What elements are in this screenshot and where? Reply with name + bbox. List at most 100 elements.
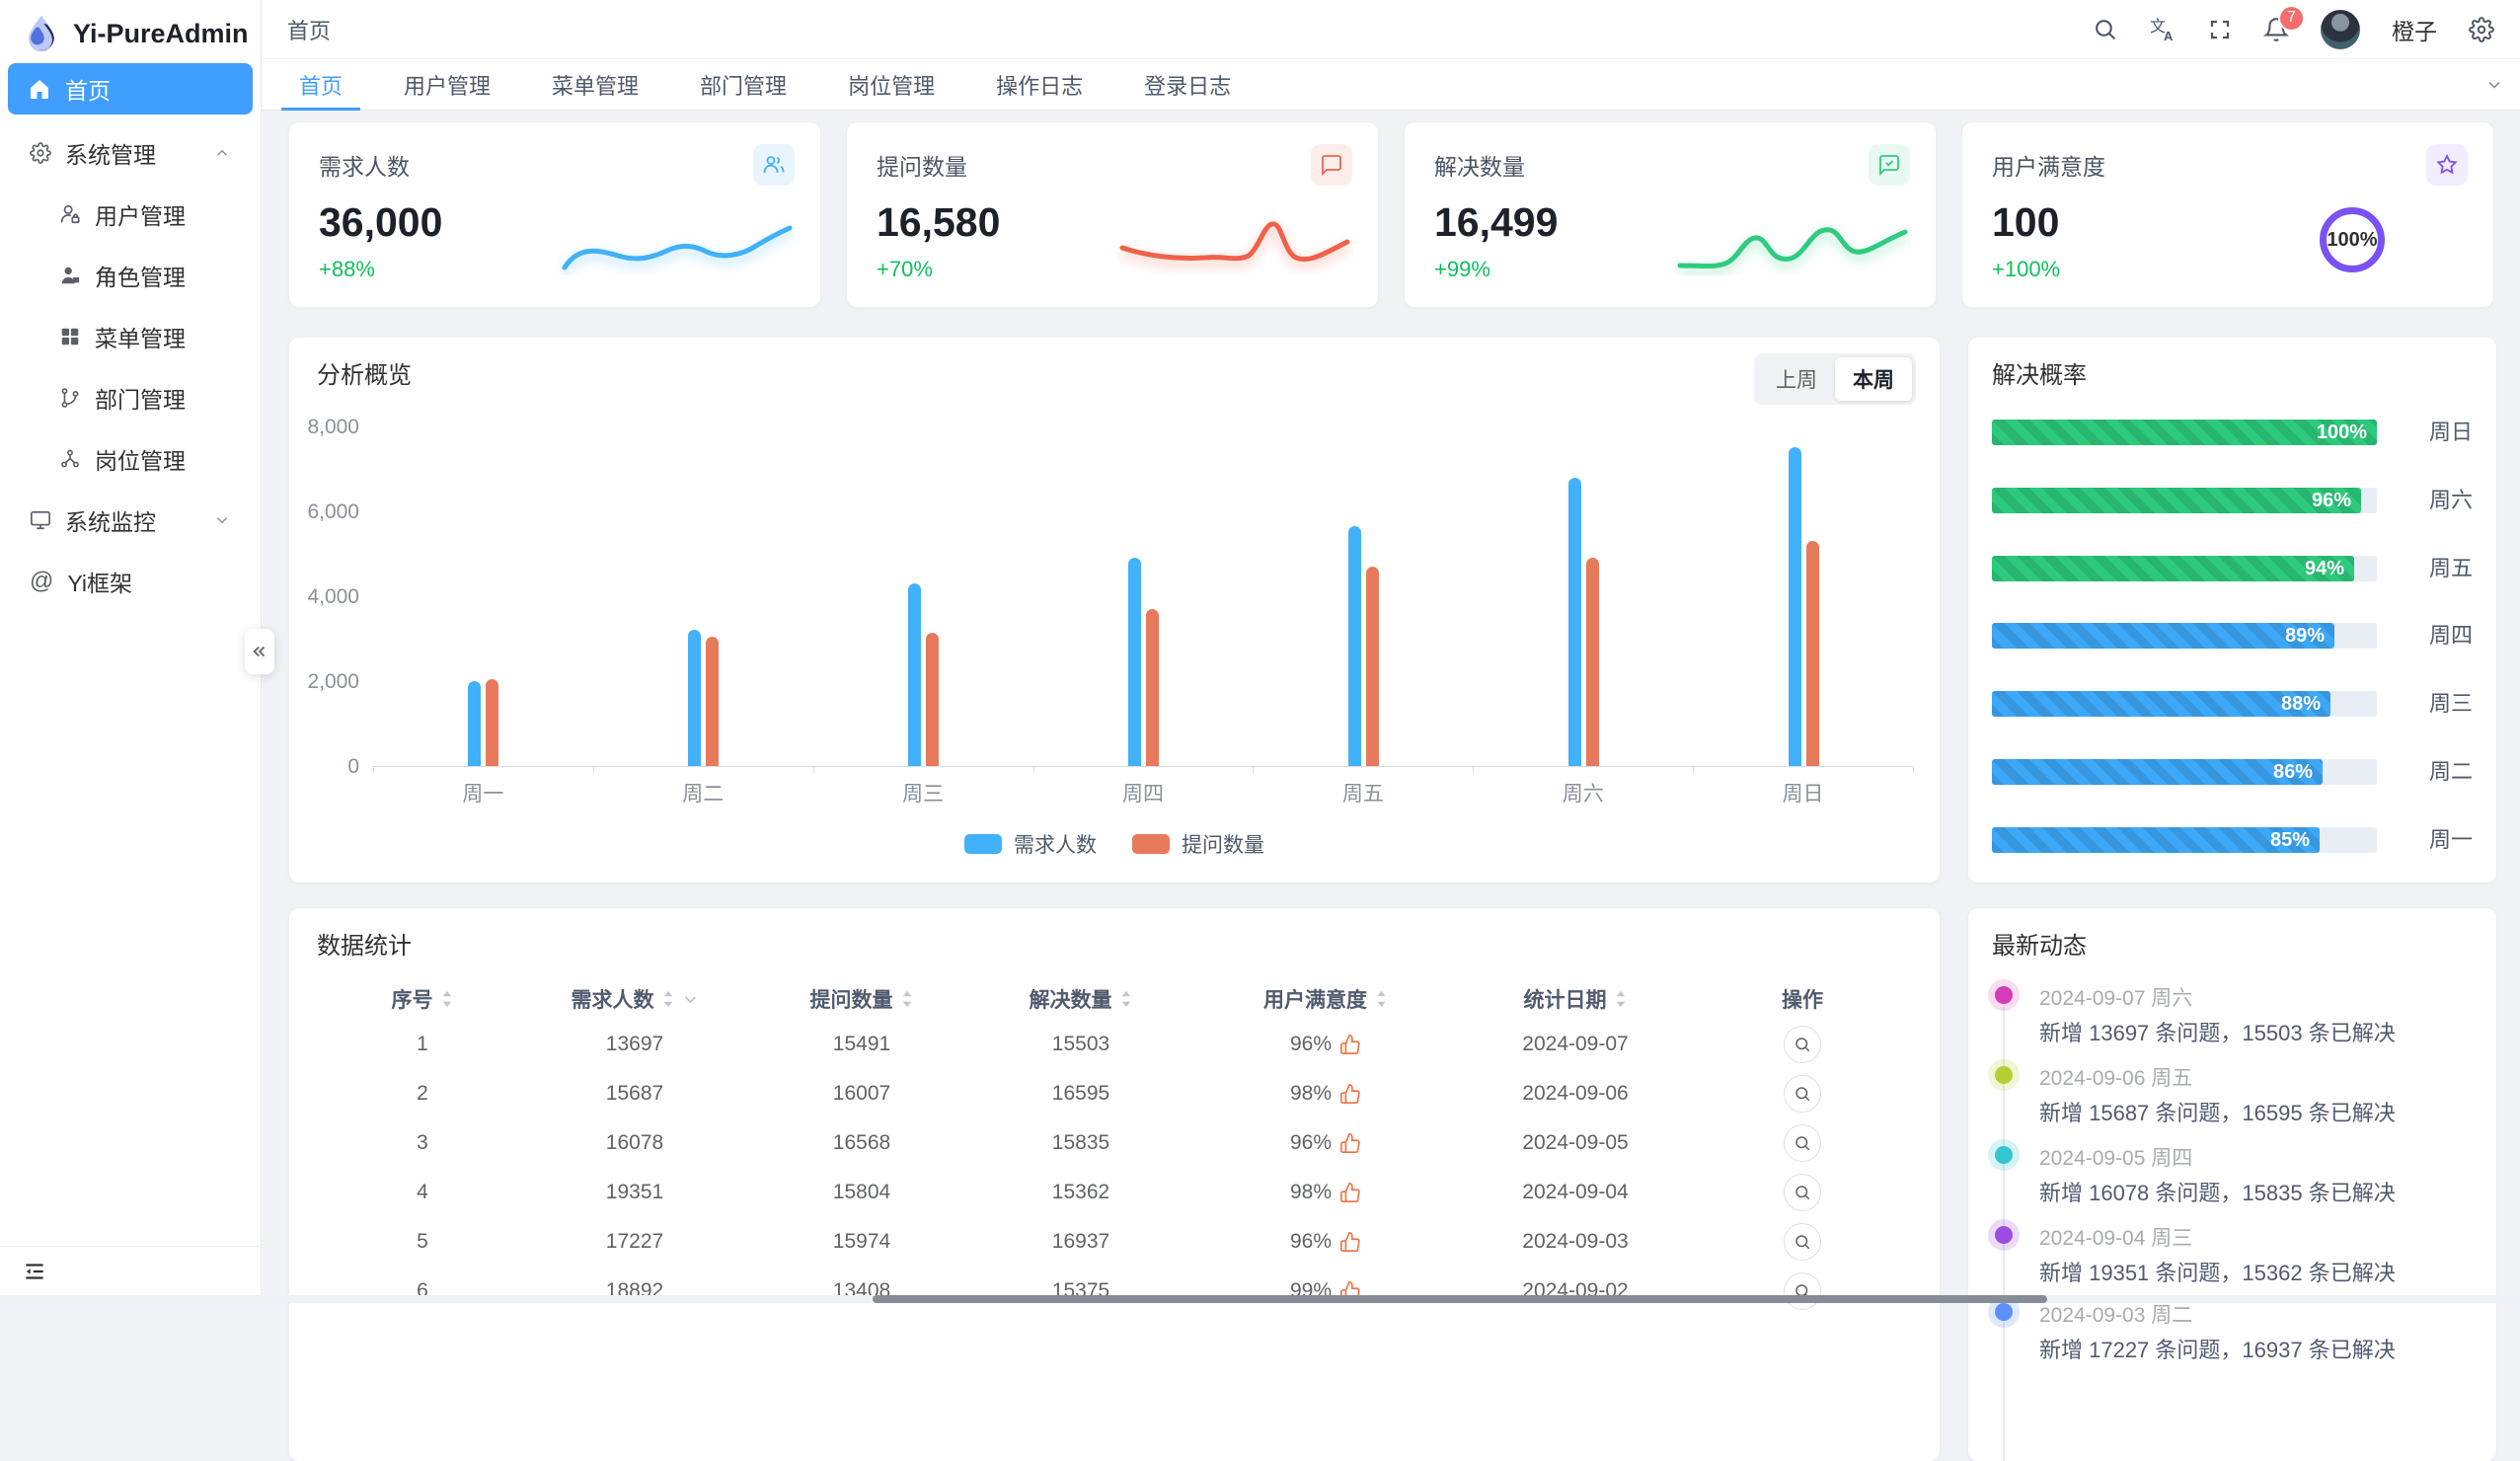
chevron-down-icon[interactable] (683, 991, 699, 1007)
toggle-this-week[interactable]: 本周 (1835, 357, 1912, 401)
stat-title: 需求人数 (319, 154, 410, 180)
latest-news-card: 最新动态 2024-09-07 周六 新增 13697 条问题，15503 条已解… (1968, 908, 2496, 1461)
section-title: 数据统计 (317, 933, 412, 960)
header-label: 解决数量 (1029, 989, 1112, 1012)
sort-caret-icon[interactable] (1615, 989, 1628, 1009)
avatar[interactable] (2321, 9, 2360, 49)
legend-item-demand[interactable]: 需求人数 (964, 829, 1097, 859)
timeline-dot (1995, 1146, 2013, 1164)
collapse-panel-icon[interactable] (22, 1259, 47, 1284)
sort-caret-icon[interactable] (662, 989, 675, 1009)
sparkline-questions (1119, 221, 1350, 262)
table-header-解决数量[interactable]: 解决数量 (1030, 974, 1133, 1024)
view-detail-button[interactable] (1784, 1223, 1821, 1261)
table-cell: 96% (1290, 1118, 1361, 1168)
sparkline-solved (1677, 227, 1908, 269)
timeline-date: 2024-09-04 周三 (2039, 1227, 2193, 1250)
tab-user-mgmt[interactable]: 用户管理 (404, 73, 492, 99)
table-header-需求人数[interactable]: 需求人数 (572, 974, 699, 1024)
view-detail-button[interactable] (1784, 1272, 1821, 1310)
progress-fill: 94% (1992, 556, 2354, 581)
sort-caret-icon[interactable] (1375, 989, 1388, 1009)
x-axis-label: 周五 (1341, 783, 1384, 806)
timeline-dot (1995, 1303, 2013, 1321)
sidebar-collapse-button[interactable] (245, 629, 274, 674)
sidebar-item-system-mgmt[interactable]: 系统管理 (0, 122, 261, 184)
search-icon[interactable] (2093, 17, 2117, 41)
stat-title: 解决数量 (1434, 154, 1525, 180)
sidebar-item-role-mgmt[interactable]: 角色管理 (0, 245, 261, 306)
probability-day-label: 周六 (2428, 488, 2473, 512)
horizontal-scrollbar[interactable] (0, 1295, 2520, 1303)
tab-dept-mgmt[interactable]: 部门管理 (700, 73, 788, 99)
sort-caret-icon[interactable] (1120, 989, 1133, 1009)
sidebar-item-post-mgmt[interactable]: 岗位管理 (0, 428, 261, 490)
sidebar-item-menu-mgmt[interactable]: 菜单管理 (0, 306, 261, 367)
sidebar-item-dept-mgmt[interactable]: 部门管理 (0, 367, 261, 428)
table-header: 序号 需求人数 提问数量 解决数量 用户满意度 统计日期 操作 (289, 974, 1940, 1024)
stat-card-demand: 需求人数 36,000 +88% (289, 122, 820, 307)
menu-grid-icon (59, 326, 81, 347)
gear-icon (30, 142, 51, 164)
stat-card-satisfaction: 用户满意度 100 +100% 100% (1962, 122, 2493, 307)
chat-bubble-icon (1311, 144, 1352, 186)
message-check-icon (1869, 144, 1910, 186)
bell-icon[interactable]: 7 (2263, 4, 2305, 42)
view-detail-button[interactable] (1784, 1075, 1821, 1113)
fullscreen-icon[interactable] (2208, 18, 2232, 41)
probability-day-label: 周五 (2428, 556, 2473, 580)
sort-caret-icon[interactable] (901, 989, 914, 1009)
table-cell: 98% (1290, 1069, 1361, 1118)
stat-change: +88% (319, 257, 375, 281)
users-icon (753, 144, 795, 186)
sidebar-item-yi-framework[interactable]: @ Yi框架 (0, 551, 261, 612)
toggle-last-week[interactable]: 上周 (1776, 369, 1817, 392)
table-cell: 15804 (832, 1181, 891, 1203)
thumbs-up-icon (1339, 1182, 1361, 1203)
tab-login-log[interactable]: 登录日志 (1144, 73, 1232, 99)
tab-post-mgmt[interactable]: 岗位管理 (848, 73, 936, 99)
x-axis-tick (1033, 766, 1034, 773)
table-cell: 15362 (1051, 1181, 1110, 1203)
view-detail-button[interactable] (1784, 1174, 1821, 1211)
tab-menu-mgmt[interactable]: 菜单管理 (552, 73, 640, 99)
stat-value: 16,499 (1434, 199, 1559, 245)
timeline-text: 新增 13697 条问题，15503 条已解决 (2039, 1021, 2396, 1045)
table-header-操作[interactable]: 操作 (1782, 974, 1823, 1024)
username[interactable]: 橙子 (2392, 18, 2437, 44)
sidebar-item-label: 角色管理 (95, 265, 186, 290)
sidebar-item-home[interactable]: 首页 (8, 63, 253, 115)
table-cell: 16595 (1051, 1082, 1110, 1105)
table-cell: 15503 (1051, 1033, 1110, 1055)
sidebar-item-user-mgmt[interactable]: 用户管理 (0, 184, 261, 245)
timeline-text: 新增 16078 条问题，15835 条已解决 (2039, 1181, 2396, 1205)
tab-op-log[interactable]: 操作日志 (996, 73, 1084, 99)
table-header-用户满意度[interactable]: 用户满意度 (1263, 974, 1388, 1024)
view-detail-button[interactable] (1784, 1026, 1821, 1063)
header-label: 操作 (1782, 989, 1823, 1012)
section-title: 分析概览 (317, 362, 412, 389)
sidebar-item-system-monitor[interactable]: 系统监控 (0, 490, 261, 551)
legend-item-questions[interactable]: 提问数量 (1132, 829, 1264, 859)
probability-day-label: 周二 (2428, 759, 2473, 784)
sort-caret-icon[interactable] (441, 989, 454, 1009)
tab-home[interactable]: 首页 (281, 59, 361, 111)
gear-icon[interactable] (2469, 16, 2494, 42)
tab-menu-chevron-icon[interactable] (2484, 59, 2504, 110)
satisfaction-value: 98% (1289, 1181, 1333, 1203)
table-cell: 98% (1290, 1168, 1361, 1217)
y-axis-tick: 6,000 (307, 500, 359, 523)
table-header-提问数量[interactable]: 提问数量 (810, 974, 914, 1024)
progress-fill: 96% (1992, 488, 2361, 513)
legend-swatch (964, 834, 1002, 854)
scrollbar-thumb[interactable] (873, 1295, 2047, 1303)
table-cell-actions (1784, 1267, 1821, 1316)
table-header-统计日期[interactable]: 统计日期 (1524, 974, 1628, 1024)
table-header-序号[interactable]: 序号 (392, 974, 454, 1024)
view-detail-button[interactable] (1784, 1124, 1821, 1162)
probability-row: 85% 周一 (1992, 827, 2496, 853)
logo[interactable]: Yi-PureAdmin (0, 0, 261, 57)
breadcrumb[interactable]: 首页 (287, 18, 332, 43)
